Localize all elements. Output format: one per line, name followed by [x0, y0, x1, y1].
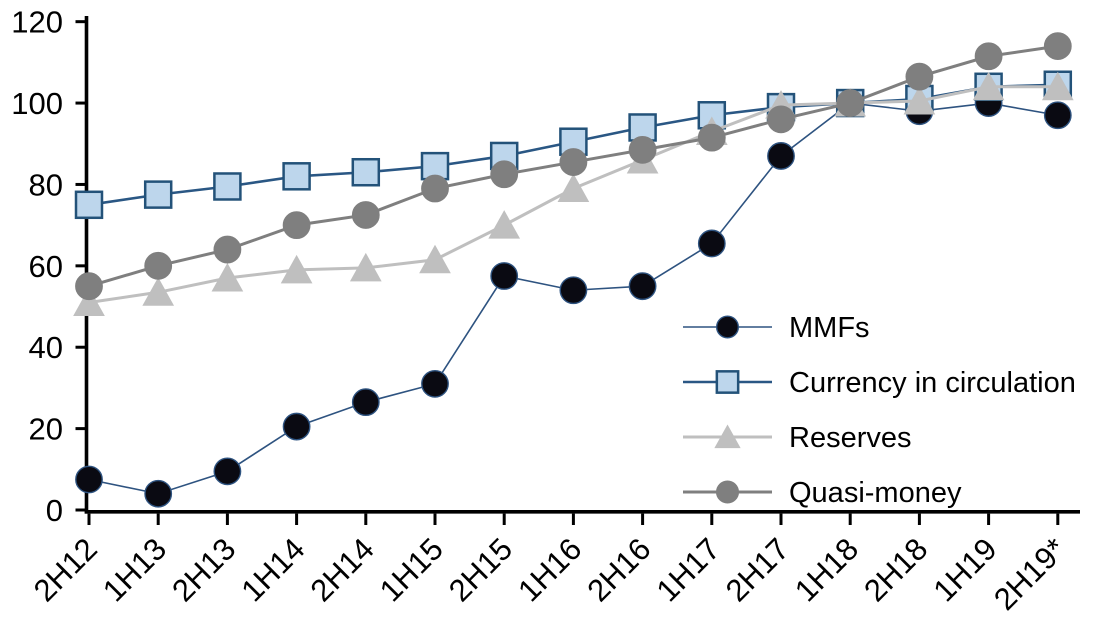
marker-circle [559, 276, 588, 305]
marker-circle [767, 142, 795, 170]
marker-triangle [349, 252, 382, 282]
marker-circle [697, 229, 726, 258]
y-tick-label: 0 [46, 493, 63, 528]
marker-circle [213, 457, 242, 486]
marker-triangle [73, 287, 105, 316]
y-tick-label: 120 [11, 5, 63, 40]
x-tick-label: 1H18 [788, 531, 865, 608]
marker-triangle [142, 277, 175, 306]
marker-circle [421, 369, 449, 398]
marker-circle [715, 315, 740, 339]
y-tick-label: 60 [29, 249, 63, 284]
x-tick-label: 2H17 [719, 531, 796, 608]
legend-label: Reserves [789, 422, 912, 454]
marker-circle [144, 251, 173, 280]
marker-circle [351, 201, 380, 229]
marker-triangle [557, 173, 590, 203]
marker-circle [213, 235, 242, 264]
marker-circle [1043, 32, 1072, 60]
marker-circle [75, 272, 103, 301]
x-tick-label: 2H12 [27, 531, 104, 608]
marker-triangle [419, 244, 451, 274]
y-tick-label: 100 [11, 86, 63, 121]
x-tick-label: 1H13 [96, 531, 173, 608]
marker-circle [715, 480, 740, 504]
x-tick-label: 1H15 [373, 531, 450, 608]
marker-circle [421, 174, 449, 203]
x-tick-label: 1H17 [650, 531, 727, 608]
legend-label: Quasi-money [789, 477, 962, 509]
marker-circle [282, 211, 311, 240]
marker-triangle [903, 85, 936, 115]
marker-circle [905, 62, 934, 91]
marker-square [213, 172, 242, 201]
marker-square [715, 370, 740, 394]
x-tick-label: 1H16 [511, 531, 588, 608]
marker-square [282, 162, 311, 191]
marker-circle [628, 135, 657, 164]
marker-triangle [211, 263, 244, 292]
marker-circle [836, 89, 865, 117]
marker-triangle [488, 210, 521, 239]
marker-circle [490, 262, 519, 290]
marker-triangle [972, 71, 1005, 101]
marker-square [143, 180, 173, 209]
x-tick-label: 2H19* [987, 531, 1073, 617]
x-tick-label: 2H16 [580, 531, 657, 608]
marker-triangle [280, 254, 313, 284]
marker-circle [282, 412, 311, 441]
x-tick-label: 1H14 [234, 531, 311, 608]
marker-circle [490, 160, 519, 189]
marker-circle [628, 272, 657, 301]
y-tick-label: 80 [29, 167, 63, 202]
marker-circle [767, 105, 795, 134]
marker-circle [974, 42, 1003, 71]
x-tick-label: 2H15 [442, 531, 519, 608]
marker-circle [351, 388, 380, 417]
legend-label: Currency in circulation [789, 367, 1076, 399]
marker-triangle [1041, 71, 1074, 101]
y-tick-label: 20 [29, 412, 63, 447]
y-tick-label: 40 [29, 330, 63, 365]
marker-square [74, 190, 104, 220]
marker-circle [75, 465, 103, 494]
marker-triangle [714, 424, 741, 449]
marker-circle [144, 479, 173, 508]
legend-label: MMFs [789, 312, 870, 344]
marker-circle [559, 148, 588, 176]
marker-circle [697, 123, 726, 152]
x-tick-label: 2H18 [857, 531, 934, 608]
x-tick-label: 2H14 [304, 531, 381, 608]
marker-circle [1043, 101, 1072, 130]
marker-square [351, 157, 381, 187]
x-tick-label: 2H13 [165, 531, 242, 608]
